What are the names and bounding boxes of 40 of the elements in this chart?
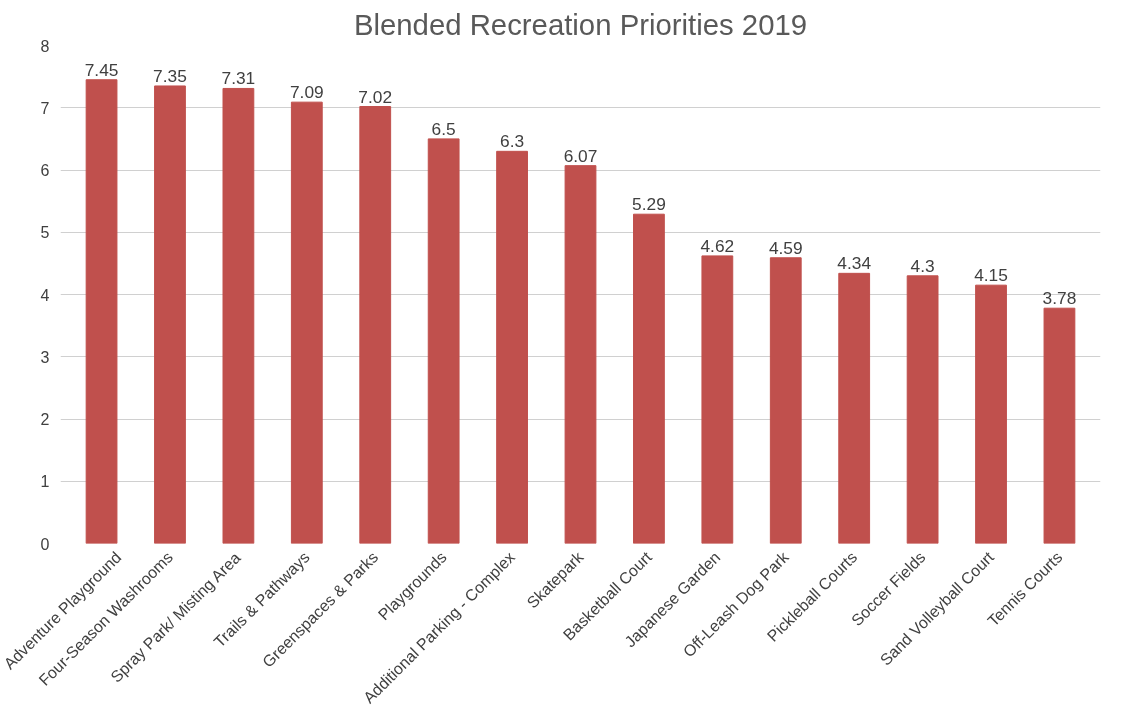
y-tick-label: 2: [40, 411, 50, 428]
data-label: 4.34: [837, 253, 872, 274]
chart-title: Blended Recreation Priorities 2019: [353, 7, 808, 41]
bar: [701, 255, 734, 544]
bar: [496, 150, 528, 544]
data-label: 7.31: [221, 68, 256, 89]
bar: [769, 257, 802, 544]
bar: [427, 138, 460, 544]
data-label: 7.09: [289, 82, 324, 103]
y-tick-label: 1: [40, 473, 50, 491]
y-tick-label: 5: [40, 224, 50, 242]
y-tick-label: 6: [40, 162, 50, 179]
bar: [838, 272, 871, 544]
data-label: 4.59: [768, 237, 803, 258]
data-label: 7.02: [358, 86, 393, 107]
bar: [85, 79, 118, 544]
data-label: 6.5: [431, 118, 456, 139]
y-tick-label: 8: [40, 37, 50, 55]
bar: [633, 213, 665, 544]
data-label: 7.45: [84, 59, 119, 80]
bar: [975, 284, 1007, 544]
data-label: 4.15: [974, 265, 1008, 286]
y-tick-label: 4: [40, 286, 50, 304]
bar: [154, 85, 186, 544]
bar: [1043, 307, 1076, 544]
data-label: 7.35: [153, 65, 187, 86]
data-label: 6.3: [500, 131, 525, 152]
bar: [290, 101, 323, 544]
y-tick-label: 7: [40, 99, 50, 117]
bar: [359, 106, 392, 544]
y-tick-label: 3: [40, 348, 50, 366]
bar: [222, 87, 255, 544]
data-label: 4.3: [910, 255, 935, 276]
data-label: 4.62: [700, 235, 735, 256]
bar: [906, 275, 939, 544]
data-label: 6.07: [563, 145, 598, 166]
bar: [564, 165, 597, 544]
data-label: 3.78: [1042, 288, 1077, 309]
data-label: 5.29: [632, 194, 666, 215]
y-tick-label: 0: [40, 535, 50, 553]
